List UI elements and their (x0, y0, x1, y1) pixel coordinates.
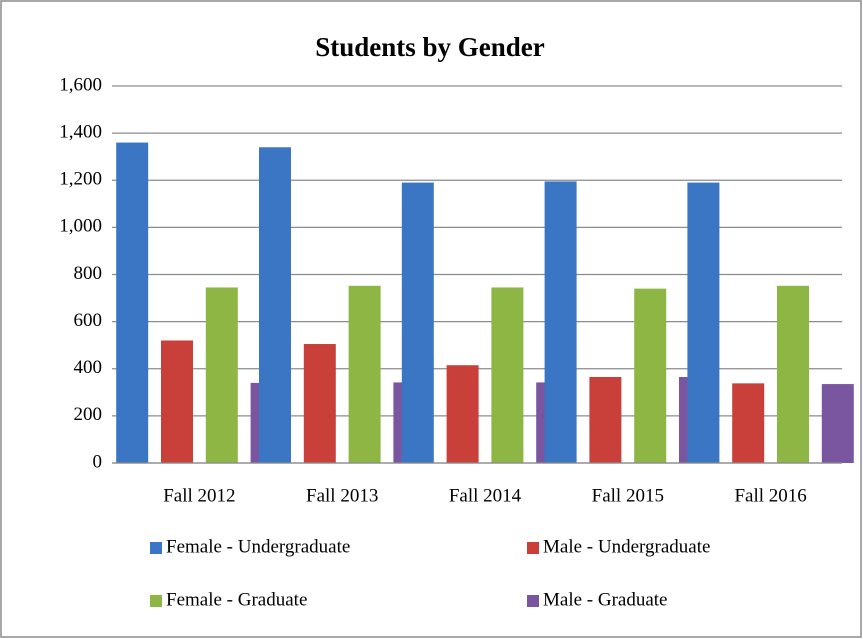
legend-label: Female - Graduate (166, 589, 307, 610)
legend-swatch (150, 595, 162, 607)
legend-label: Male - Undergraduate (543, 536, 710, 557)
legend-swatch (527, 595, 539, 607)
bar (303, 344, 336, 463)
y-tick-label: 400 (74, 357, 103, 378)
x-tick-label: Fall 2015 (592, 485, 664, 506)
y-tick-label: 1,600 (59, 74, 102, 95)
x-tick-label: Fall 2016 (734, 485, 806, 506)
bar (821, 384, 854, 463)
x-tick-label: Fall 2014 (449, 485, 522, 506)
bar (205, 287, 238, 463)
y-tick-label: 1,000 (59, 216, 102, 237)
bar (259, 147, 291, 463)
legend-swatch (150, 542, 162, 554)
bar (491, 287, 524, 463)
x-tick-label: Fall 2012 (163, 485, 235, 506)
y-tick-label: 600 (74, 310, 103, 331)
y-tick-label: 0 (93, 451, 103, 472)
bar (777, 285, 809, 463)
bar (544, 181, 577, 463)
bar (348, 285, 381, 463)
x-tick-label: Fall 2013 (306, 485, 378, 506)
chart-title: Students by Gender (315, 32, 545, 62)
legend-swatch (527, 542, 539, 554)
bar (401, 182, 434, 463)
y-tick-label: 1,400 (59, 121, 102, 142)
legend-label: Male - Graduate (543, 589, 668, 610)
y-tick-label: 1,200 (59, 169, 102, 190)
y-tick-label: 800 (74, 263, 103, 284)
bar (161, 340, 193, 463)
y-tick-label: 200 (74, 404, 103, 425)
bar (589, 376, 622, 463)
bar (732, 383, 765, 463)
bar (687, 182, 720, 463)
bar (116, 142, 149, 464)
bar (634, 288, 667, 463)
bar (446, 365, 479, 463)
legend-label: Female - Undergraduate (166, 536, 350, 557)
